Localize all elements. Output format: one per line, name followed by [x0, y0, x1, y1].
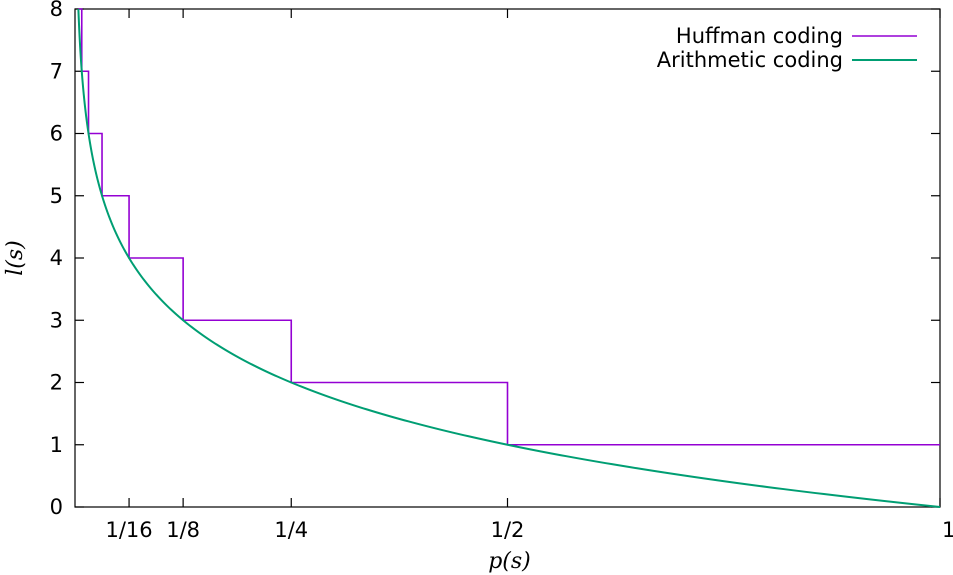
y-tick-label: 7	[50, 59, 63, 83]
y-tick-label: 6	[50, 122, 63, 146]
y-tick-label: 3	[50, 308, 63, 332]
x-tick-label: 1/8	[166, 518, 200, 542]
axes: 0 1 2 3 4 5 6 7 8 1/16 1/8 1/4 1/2 1	[50, 0, 953, 542]
legend-label-huffman: Huffman coding	[676, 24, 843, 48]
huffman-coding-line	[78, 8, 940, 446]
arithmetic-coding-curve	[77, 8, 941, 508]
legend-label-arithmetic: Arithmetic coding	[657, 48, 843, 72]
x-tick-label: 1	[942, 518, 953, 542]
y-tick-label: 4	[50, 246, 63, 270]
legend: Huffman coding Arithmetic coding	[657, 24, 917, 72]
y-tick-label: 2	[50, 371, 63, 395]
x-tick-label: 1/4	[274, 518, 308, 542]
x-tick-label: 1/16	[105, 518, 152, 542]
x-tick-label: 1/2	[491, 518, 525, 542]
y-tick-label: 0	[50, 495, 63, 519]
series-layer	[77, 8, 941, 508]
y-tick-label: 1	[50, 433, 63, 457]
y-tick-label: 8	[50, 0, 63, 21]
y-axis-title: l(s)	[3, 240, 28, 276]
x-axis-title: p(s)	[488, 549, 531, 574]
y-tick-label: 5	[50, 184, 63, 208]
